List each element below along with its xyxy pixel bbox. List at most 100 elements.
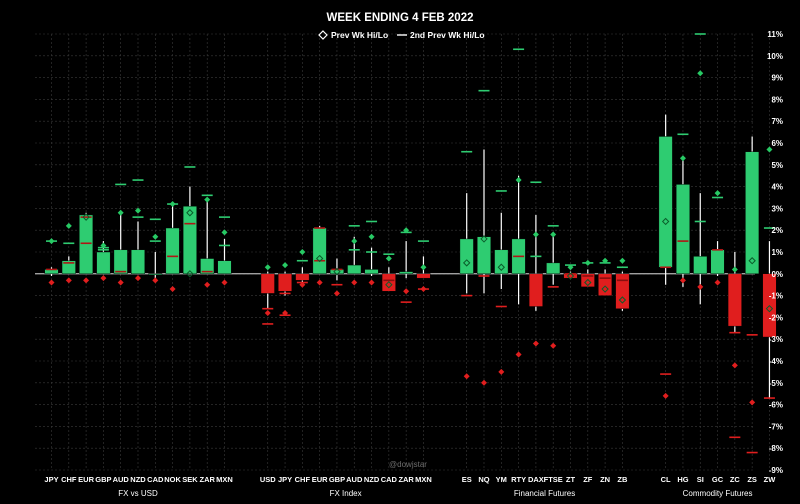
watermark: @dowjstar [389, 460, 427, 469]
prev-high-diamond [152, 233, 159, 240]
range-bar [278, 273, 292, 292]
prev-low-diamond [117, 279, 124, 286]
prev-low-diamond [333, 290, 340, 297]
y-tick-label: 6% [771, 139, 783, 148]
x-tick-label: ES [462, 475, 472, 484]
prev-high-diamond [299, 249, 306, 255]
legend-prev-label: Prev Wk Hi/Lo [331, 30, 388, 40]
prev-low-diamond [385, 280, 393, 289]
prev-low-diamond [550, 342, 557, 349]
x-tick-label: ZAR [398, 475, 414, 484]
prev-low-diamond [221, 279, 228, 286]
range-bar [148, 273, 163, 275]
range-bar [676, 184, 690, 274]
range-bar [79, 214, 94, 275]
range-bar [347, 264, 362, 274]
prev-high-diamond [351, 238, 358, 245]
x-tick-label: CAD [381, 475, 398, 484]
range-bars [44, 114, 777, 399]
prev-low-diamond [152, 277, 159, 284]
prev-high-diamond [420, 264, 427, 271]
y-tick-label: -8% [769, 444, 783, 453]
range-bar [312, 227, 327, 275]
x-tick-label: SEK [182, 475, 198, 484]
prev-low-diamond [299, 281, 306, 288]
y-tick-label: 7% [771, 117, 783, 126]
prev-low-diamond [662, 392, 669, 399]
x-tick-label: DAX [528, 475, 544, 484]
prev-high-diamond [550, 231, 557, 238]
prev-low-diamond [731, 362, 738, 369]
prev-low-diamond [135, 275, 141, 282]
x-tick-label: AUD [346, 475, 363, 484]
prev-high-diamond [117, 209, 124, 216]
prev-high-diamond [186, 209, 194, 217]
prev-high-diamond [602, 257, 609, 264]
y-tick-label: 1% [771, 248, 783, 257]
prev-low-diamond [618, 296, 627, 304]
x-tick-label: EUR [312, 475, 328, 484]
range-bar [131, 249, 145, 275]
prev-low-diamond [584, 278, 592, 287]
prev-low-diamond [532, 340, 539, 347]
y-tick-label: -5% [769, 379, 783, 388]
x-tick-label: RTY [511, 475, 526, 484]
x-tick-label: MXN [216, 475, 233, 484]
group-label: FX Index [330, 489, 362, 498]
prev-low-diamond [186, 270, 194, 278]
range-bar [113, 249, 128, 275]
x-tick-label: CHF [61, 475, 77, 484]
prev-high-diamond [169, 201, 176, 208]
y-tick-label: 3% [771, 204, 783, 213]
x-tick-label: NOK [164, 475, 181, 484]
range-bar [364, 269, 379, 275]
prev-high-diamond [731, 266, 738, 273]
x-tick-label: USD [260, 475, 276, 484]
x-tick-label: ZT [566, 475, 576, 484]
prev-high-diamond [714, 190, 721, 197]
prev-high-diamond [403, 227, 410, 234]
y-tick-label: -9% [769, 466, 783, 475]
prev-high-diamond [221, 229, 228, 236]
y-tick-label: -4% [769, 357, 783, 366]
group-label: FX vs USD [118, 489, 158, 498]
prev-low-diamond [463, 373, 470, 380]
x-axis-labels: JPY CHF EUR GBP AUD NZD CAD NOK SEK ZAR MXN USD JPY C… [44, 475, 776, 484]
prev-low-diamond [83, 277, 90, 284]
prev-high-diamond [368, 233, 375, 240]
x-tick-label: AUD [113, 475, 130, 484]
y-tick-label: 9% [771, 74, 783, 83]
x-tick-label: YM [496, 475, 507, 484]
range-bar [200, 258, 215, 275]
prev-high-diamond [100, 242, 107, 249]
range-bar [399, 271, 414, 274]
x-tick-label: CHF [295, 475, 311, 484]
prev-high-diamond [515, 177, 522, 184]
range-bar [693, 256, 708, 274]
prev-low-diamond [264, 310, 271, 317]
x-tick-label: GBP [329, 475, 345, 484]
range-bar [96, 251, 111, 274]
range-bar [494, 249, 509, 275]
range-bar [61, 260, 76, 275]
x-tick-label: EUR [78, 475, 94, 484]
prev-low-diamond [566, 272, 575, 280]
legend-diamond-icon [318, 30, 328, 40]
y-tick-label: 10% [767, 52, 783, 61]
y-axis-ticks: 11% 10% 9% 8% 7% 6% 5% 4% 3% 2% 1% 0% -1% -2% -3% -4% -5… [767, 30, 783, 475]
x-tick-label: JPY [44, 475, 58, 484]
range-bar [459, 238, 474, 274]
prev-high-diamond [204, 196, 211, 203]
prev-high-diamond [264, 264, 271, 271]
range-bar [546, 262, 561, 274]
x-tick-label: ZS [747, 475, 757, 484]
range-bar [598, 273, 613, 296]
x-tick-label: ZC [730, 475, 741, 484]
prev-high-diamond [462, 259, 471, 267]
group-label: Financial Futures [514, 489, 575, 498]
prev-low-diamond [481, 379, 487, 386]
x-tick-label: ZB [617, 475, 628, 484]
prev-high-diamond [385, 255, 392, 262]
x-tick-label: MXN [415, 475, 432, 484]
